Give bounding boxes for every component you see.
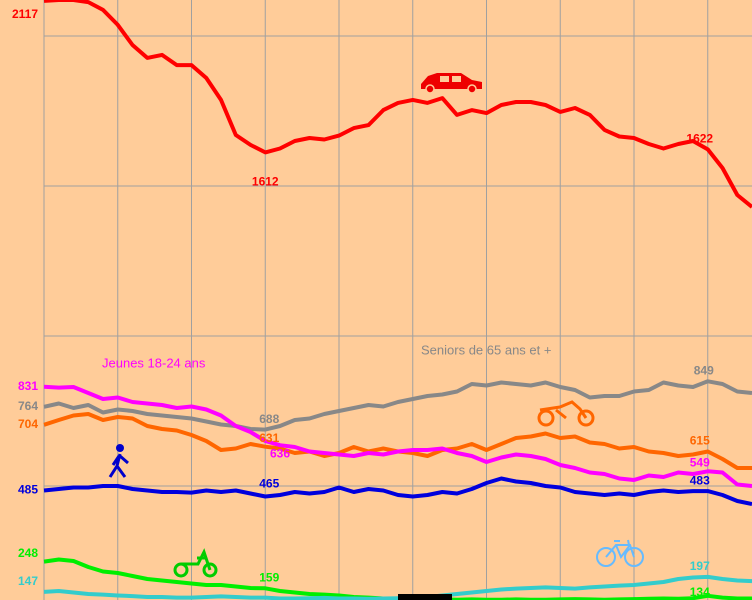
- data-label: 549: [690, 455, 710, 469]
- data-label: 483: [690, 473, 710, 487]
- data-label: 465: [259, 477, 279, 491]
- pedestrian-icon: [108, 444, 129, 478]
- series-line: [43, 476, 752, 506]
- dark-block: [398, 594, 452, 600]
- data-label: 688: [259, 412, 279, 426]
- data-label: 159: [259, 570, 279, 584]
- data-label: 134: [690, 585, 710, 599]
- data-label: 831: [18, 379, 38, 393]
- data-label: 631: [259, 431, 279, 445]
- data-label: 147: [18, 574, 38, 588]
- data-label: 1622: [686, 132, 713, 146]
- data-label: 636: [270, 446, 290, 460]
- series-annotation: Seniors de 65 ans et +: [421, 342, 551, 357]
- data-label: 197: [690, 559, 710, 573]
- data-label: 615: [690, 434, 710, 448]
- bicycle-icon: [596, 539, 644, 567]
- series-annotation: Jeunes 18-24 ans: [102, 355, 206, 370]
- data-label: 704: [18, 417, 38, 431]
- data-label: 248: [18, 546, 38, 560]
- moped-icon: [173, 548, 218, 578]
- data-label: 849: [694, 363, 714, 377]
- grid: [43, 0, 752, 600]
- data-label: 2117: [12, 7, 38, 21]
- car-icon: [421, 73, 482, 94]
- series-line: [43, 384, 752, 488]
- data-label: 1612: [252, 175, 279, 189]
- data-label: 764: [18, 399, 38, 413]
- motorbike-icon: [537, 400, 595, 427]
- series-line: [43, 0, 752, 209]
- series-line: [43, 379, 752, 432]
- data-label: 485: [18, 483, 38, 497]
